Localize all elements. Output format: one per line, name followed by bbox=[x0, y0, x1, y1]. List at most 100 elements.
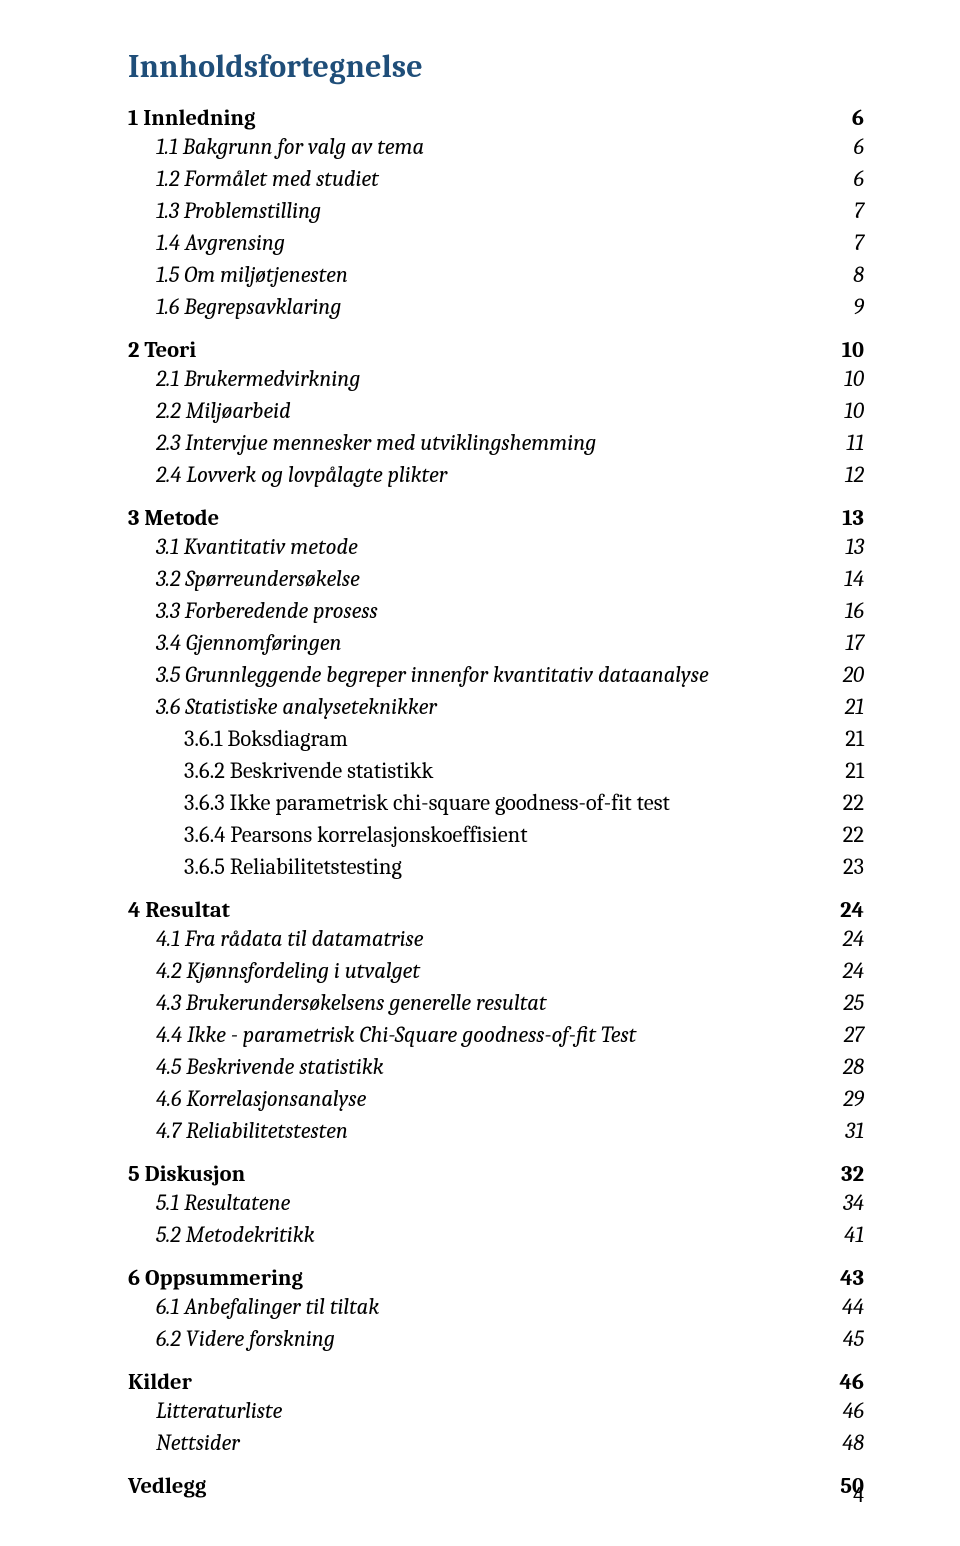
toc-entry-label[interactable]: 4.1 Fra rådata til datamatrise bbox=[128, 923, 812, 955]
toc-entry-label[interactable]: 2 Teori bbox=[128, 323, 812, 363]
toc-entry-page[interactable]: 31 bbox=[812, 1115, 864, 1147]
toc-entry-label[interactable]: 4.3 Brukerundersøkelsens generelle resul… bbox=[128, 987, 812, 1019]
toc-entry: 6 Oppsummering43 bbox=[128, 1251, 864, 1291]
toc-entry-page[interactable]: 7 bbox=[812, 195, 864, 227]
toc-entry-page[interactable]: 21 bbox=[812, 691, 864, 723]
toc-entry-label[interactable]: 1 Innledning bbox=[128, 105, 812, 131]
toc-entry-label[interactable]: 4.6 Korrelasjonsanalyse bbox=[128, 1083, 812, 1115]
toc-entry-page[interactable]: 22 bbox=[812, 819, 864, 851]
toc-entry-label[interactable]: 4.5 Beskrivende statistikk bbox=[128, 1051, 812, 1083]
toc-entry-label[interactable]: 1.1 Bakgrunn for valg av tema bbox=[128, 131, 812, 163]
toc-entry-label[interactable]: 6.2 Videre forskning bbox=[128, 1323, 812, 1355]
toc-entry-page[interactable]: 9 bbox=[812, 291, 864, 323]
toc-entry-label[interactable]: 3.2 Spørreundersøkelse bbox=[128, 563, 812, 595]
toc-entry-page[interactable]: 48 bbox=[812, 1427, 864, 1459]
toc-entry: 1.2 Formålet med studiet6 bbox=[128, 163, 864, 195]
toc-entry-label[interactable]: 3.6 Statistiske analyseteknikker bbox=[128, 691, 812, 723]
toc-entry-label[interactable]: 3.1 Kvantitativ metode bbox=[128, 531, 812, 563]
toc-entry-page[interactable]: 43 bbox=[812, 1251, 864, 1291]
toc-entry-label[interactable]: 2.2 Miljøarbeid bbox=[128, 395, 812, 427]
toc-entry-page[interactable]: 8 bbox=[812, 259, 864, 291]
toc-entry-label[interactable]: 6.1 Anbefalinger til tiltak bbox=[128, 1291, 812, 1323]
toc-entry-label[interactable]: 2.1 Brukermedvirkning bbox=[128, 363, 812, 395]
toc-entry-page[interactable]: 46 bbox=[812, 1395, 864, 1427]
toc-entry-label[interactable]: 3.4 Gjennomføringen bbox=[128, 627, 812, 659]
toc-entry: 2.2 Miljøarbeid10 bbox=[128, 395, 864, 427]
toc-entry-label[interactable]: 3 Metode bbox=[128, 491, 812, 531]
toc-entry-page[interactable]: 21 bbox=[812, 755, 864, 787]
toc-entry-page[interactable]: 6 bbox=[812, 163, 864, 195]
toc-entry-label[interactable]: 4.4 Ikke - parametrisk Chi-Square goodne… bbox=[128, 1019, 812, 1051]
toc-entry-label[interactable]: 3.5 Grunnleggende begreper innenfor kvan… bbox=[128, 659, 812, 691]
toc-entry-label[interactable]: 2.4 Lovverk og lovpålagte plikter bbox=[128, 459, 812, 491]
toc-entry-page[interactable]: 13 bbox=[812, 531, 864, 563]
toc-entry: 4.3 Brukerundersøkelsens generelle resul… bbox=[128, 987, 864, 1019]
toc-entry-page[interactable]: 34 bbox=[812, 1187, 864, 1219]
toc-entry: Kilder46 bbox=[128, 1355, 864, 1395]
toc-entry-page[interactable]: 11 bbox=[812, 427, 864, 459]
toc-table: 1 Innledning61.1 Bakgrunn for valg av te… bbox=[128, 105, 864, 1499]
toc-entry-page[interactable]: 24 bbox=[812, 955, 864, 987]
toc-entry-page[interactable]: 29 bbox=[812, 1083, 864, 1115]
toc-entry-page[interactable]: 10 bbox=[812, 395, 864, 427]
toc-entry-page[interactable]: 25 bbox=[812, 987, 864, 1019]
toc-entry: 3.6.2 Beskrivende statistikk21 bbox=[128, 755, 864, 787]
toc-entry-label[interactable]: 3.6.5 Reliabilitetstesting bbox=[128, 851, 812, 883]
toc-entry-page[interactable]: 44 bbox=[812, 1291, 864, 1323]
toc-entry-label[interactable]: 5.1 Resultatene bbox=[128, 1187, 812, 1219]
toc-entry-label[interactable]: 1.3 Problemstilling bbox=[128, 195, 812, 227]
toc-entry-page[interactable]: 6 bbox=[812, 131, 864, 163]
toc-entry-page[interactable]: 23 bbox=[812, 851, 864, 883]
toc-entry-page[interactable]: 12 bbox=[812, 459, 864, 491]
toc-entry-label[interactable]: Kilder bbox=[128, 1355, 812, 1395]
toc-entry-page[interactable]: 22 bbox=[812, 787, 864, 819]
toc-entry-page[interactable]: 24 bbox=[812, 923, 864, 955]
toc-entry-label[interactable]: 3.3 Forberedende prosess bbox=[128, 595, 812, 627]
toc-entry-page[interactable]: 17 bbox=[812, 627, 864, 659]
toc-entry: 3.5 Grunnleggende begreper innenfor kvan… bbox=[128, 659, 864, 691]
toc-entry-page[interactable]: 20 bbox=[812, 659, 864, 691]
toc-entry: 3.6.4 Pearsons korrelasjonskoeffisient22 bbox=[128, 819, 864, 851]
toc-entry-label[interactable]: 3.6.4 Pearsons korrelasjonskoeffisient bbox=[128, 819, 812, 851]
toc-entry-page[interactable]: 45 bbox=[812, 1323, 864, 1355]
toc-entry-label[interactable]: 1.4 Avgrensing bbox=[128, 227, 812, 259]
toc-entry-label[interactable]: 3.6.2 Beskrivende statistikk bbox=[128, 755, 812, 787]
toc-entry-label[interactable]: 4.7 Reliabilitetstesten bbox=[128, 1115, 812, 1147]
toc-entry-page[interactable]: 46 bbox=[812, 1355, 864, 1395]
toc-entry: 5.2 Metodekritikk41 bbox=[128, 1219, 864, 1251]
toc-entry-label[interactable]: 5 Diskusjon bbox=[128, 1147, 812, 1187]
toc-entry-label[interactable]: 1.2 Formålet med studiet bbox=[128, 163, 812, 195]
toc-entry-label[interactable]: 3.6.1 Boksdiagram bbox=[128, 723, 812, 755]
toc-entry-page[interactable]: 28 bbox=[812, 1051, 864, 1083]
toc-entry-page[interactable]: 27 bbox=[812, 1019, 864, 1051]
toc-entry-label[interactable]: 4.2 Kjønnsfordeling i utvalget bbox=[128, 955, 812, 987]
toc-entry: 3.3 Forberedende prosess16 bbox=[128, 595, 864, 627]
toc-entry-label[interactable]: Litteraturliste bbox=[128, 1395, 812, 1427]
toc-entry-page[interactable]: 10 bbox=[812, 363, 864, 395]
toc-entry-label[interactable]: 4 Resultat bbox=[128, 883, 812, 923]
toc-entry-label[interactable]: Vedlegg bbox=[128, 1459, 812, 1499]
toc-entry: Nettsider48 bbox=[128, 1427, 864, 1459]
toc-entry-label[interactable]: Nettsider bbox=[128, 1427, 812, 1459]
toc-entry-page[interactable]: 14 bbox=[812, 563, 864, 595]
toc-entry-label[interactable]: 3.6.3 Ikke parametrisk chi-square goodne… bbox=[128, 787, 812, 819]
toc-entry-label[interactable]: 1.5 Om miljøtjenesten bbox=[128, 259, 812, 291]
toc-entry-page[interactable]: 13 bbox=[812, 491, 864, 531]
toc-entry-page[interactable]: 41 bbox=[812, 1219, 864, 1251]
toc-entry: 6.2 Videre forskning45 bbox=[128, 1323, 864, 1355]
toc-entry-page[interactable]: 21 bbox=[812, 723, 864, 755]
toc-entry-label[interactable]: 2.3 Intervjue mennesker med utviklingshe… bbox=[128, 427, 812, 459]
toc-entry: 4 Resultat24 bbox=[128, 883, 864, 923]
toc-entry-page[interactable]: 24 bbox=[812, 883, 864, 923]
toc-entry-page[interactable]: 7 bbox=[812, 227, 864, 259]
toc-entry-page[interactable]: 16 bbox=[812, 595, 864, 627]
toc-entry-page[interactable]: 32 bbox=[812, 1147, 864, 1187]
toc-entry: 2.1 Brukermedvirkning10 bbox=[128, 363, 864, 395]
toc-entry-label[interactable]: 5.2 Metodekritikk bbox=[128, 1219, 812, 1251]
toc-entry-page[interactable]: 6 bbox=[812, 105, 864, 131]
toc-entry-page[interactable]: 10 bbox=[812, 323, 864, 363]
toc-entry-label[interactable]: 6 Oppsummering bbox=[128, 1251, 812, 1291]
toc-entry-label[interactable]: 1.6 Begrepsavklaring bbox=[128, 291, 812, 323]
toc-entry: 3.6 Statistiske analyseteknikker21 bbox=[128, 691, 864, 723]
toc-entry: 1.3 Problemstilling7 bbox=[128, 195, 864, 227]
